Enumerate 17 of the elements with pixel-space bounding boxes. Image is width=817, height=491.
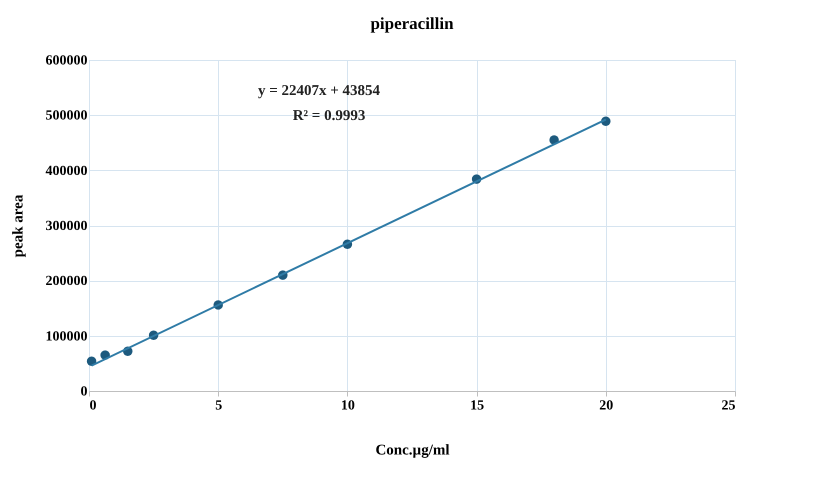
x-tick-label: 25: [722, 398, 736, 414]
y-tick-label: 600000: [46, 54, 88, 68]
y-tick-label: 200000: [46, 274, 88, 290]
x-tick-label: 10: [340, 398, 355, 414]
y-tick-label: 300000: [46, 219, 88, 234]
x-tick-label: 15: [470, 398, 484, 414]
y-tick-label: 400000: [46, 164, 88, 179]
x-axis-title: Conc.µg/ml: [375, 442, 450, 458]
y-axis-title: peak area: [10, 194, 26, 258]
y-tick-label: 0: [80, 384, 88, 400]
annotation: R² = 0.9993: [292, 108, 366, 124]
x-tick-label: 5: [215, 398, 222, 414]
x-tick-label: 20: [599, 398, 614, 414]
chart-title: piperacillin: [370, 14, 454, 33]
annotation: y = 22407x + 43854: [258, 83, 381, 99]
y-tick-label: 100000: [46, 329, 88, 344]
y-tick-label: 500000: [46, 108, 88, 124]
